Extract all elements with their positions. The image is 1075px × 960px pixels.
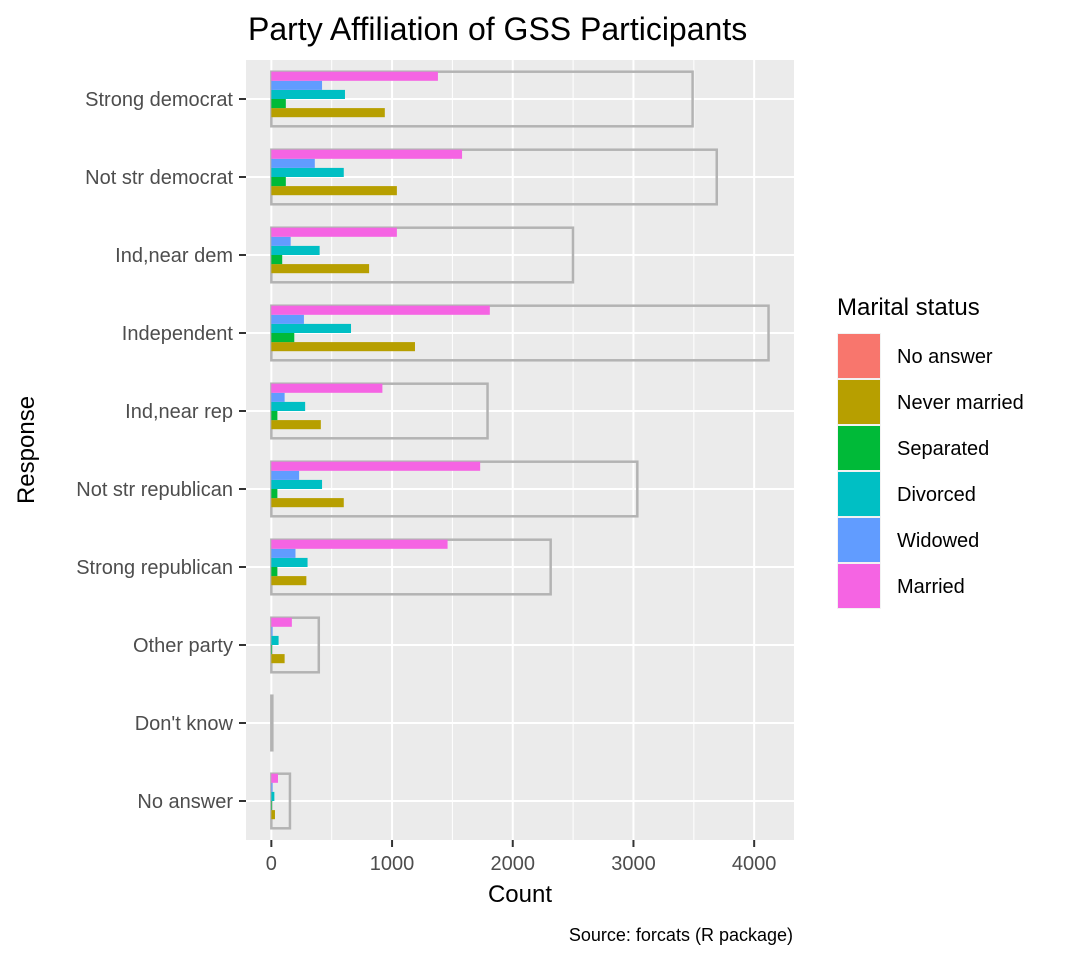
y-tick-label: Strong republican	[76, 557, 233, 579]
bar	[271, 264, 370, 274]
bar	[271, 108, 385, 118]
bar	[271, 71, 438, 81]
y-tick-label: Don't know	[135, 713, 234, 735]
bar	[271, 323, 352, 333]
bar	[271, 186, 397, 196]
bar	[271, 782, 273, 792]
bar	[271, 227, 397, 237]
bars	[271, 71, 490, 820]
bar	[271, 411, 278, 421]
bar	[271, 791, 275, 801]
bar	[271, 461, 481, 471]
legend-label: Never married	[897, 392, 1024, 414]
bar	[271, 479, 323, 489]
bar	[271, 80, 323, 90]
y-axis-title: Response	[13, 396, 40, 504]
x-axis: 0 1000 2000 3000 4000	[266, 840, 777, 875]
bar	[271, 383, 383, 393]
chart-title: Party Affiliation of GSS Participants	[248, 11, 747, 47]
bar	[271, 654, 285, 664]
bar	[271, 576, 307, 586]
legend-swatch	[838, 472, 880, 516]
bar	[271, 567, 278, 577]
y-tick-label: Independent	[122, 323, 234, 345]
bar	[271, 314, 304, 324]
bar	[271, 489, 278, 499]
caption: Source: forcats (R package)	[569, 925, 793, 945]
bar	[271, 342, 415, 352]
y-tick-label: No answer	[137, 791, 233, 813]
bar	[271, 167, 344, 177]
legend-label: No answer	[897, 346, 993, 368]
x-axis-title: Count	[488, 881, 552, 908]
y-tick-label: Not str democrat	[85, 167, 233, 189]
bar	[271, 149, 463, 159]
y-tick-label: Strong democrat	[85, 89, 233, 111]
y-tick-label: Other party	[133, 635, 233, 657]
bar	[271, 158, 315, 168]
bar	[271, 498, 344, 508]
legend-swatch	[838, 518, 880, 562]
bar	[271, 773, 278, 783]
bar	[271, 420, 321, 430]
legend-label: Separated	[897, 438, 989, 460]
legend: Marital status No answer Never married Sep…	[837, 294, 1024, 609]
bar	[271, 810, 275, 820]
y-axis: No answer Don't know Other party Strong rep…	[76, 89, 246, 813]
legend-label: Divorced	[897, 484, 976, 506]
bar	[271, 470, 300, 480]
y-tick-label: Ind,near rep	[125, 401, 233, 423]
bar	[271, 617, 292, 627]
x-tick-label: 2000	[491, 853, 536, 875]
legend-swatch	[838, 426, 880, 470]
x-tick-label: 4000	[732, 853, 777, 875]
bar	[271, 392, 285, 402]
bar	[271, 236, 291, 246]
total-outline-bar	[270, 694, 274, 752]
bar	[271, 401, 306, 411]
y-tick-label: Not str republican	[76, 479, 233, 501]
bar	[271, 99, 286, 109]
y-tick-label: Ind,near dem	[115, 245, 233, 267]
bar	[271, 635, 279, 645]
bar	[271, 557, 308, 567]
x-tick-label: 3000	[611, 853, 656, 875]
bar	[271, 255, 283, 265]
gridlines	[246, 60, 794, 840]
bar	[271, 177, 286, 187]
legend-label: Married	[897, 576, 965, 598]
legend-swatch	[838, 380, 880, 424]
x-tick-label: 0	[266, 853, 277, 875]
legend-swatch	[838, 334, 880, 378]
bar	[271, 548, 296, 558]
bar	[271, 305, 490, 315]
bar	[271, 333, 295, 343]
bar	[271, 245, 320, 255]
bar	[271, 539, 448, 549]
legend-label: Widowed	[897, 530, 979, 552]
bar	[271, 626, 273, 636]
bar	[271, 801, 272, 811]
legend-swatch	[838, 564, 880, 608]
legend-title: Marital status	[837, 294, 980, 321]
bar	[271, 89, 345, 99]
x-tick-label: 1000	[370, 853, 415, 875]
bar	[271, 645, 272, 655]
